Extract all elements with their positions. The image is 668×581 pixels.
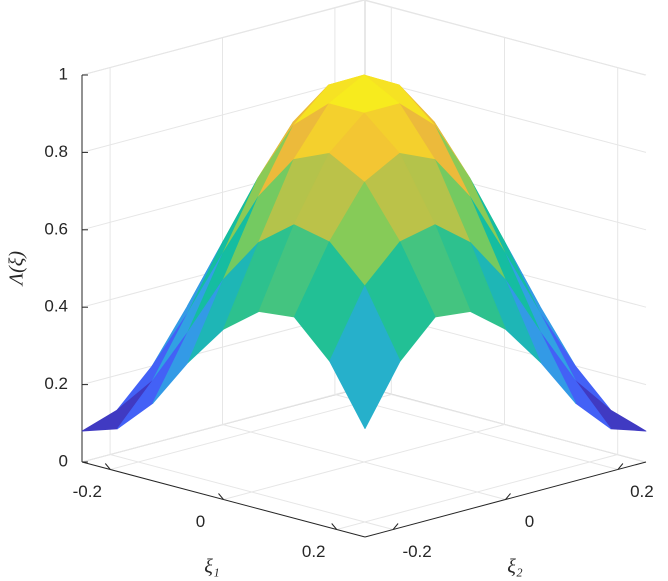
- x-axis-label: ξ₁: [204, 556, 220, 578]
- z-tick-label: 0.4: [44, 297, 68, 316]
- surface-patch: [539, 331, 612, 430]
- x-tick-label: 0: [196, 512, 205, 531]
- surface-patch: [329, 285, 401, 430]
- tick-mark: [505, 493, 511, 500]
- z-tick-label: 0.8: [44, 142, 68, 161]
- tick-mark: [218, 493, 224, 500]
- z-axis-label: Λ(ξ): [6, 251, 28, 287]
- z-tick-label: 0: [59, 451, 68, 470]
- x-tick-label: -0.2: [73, 482, 102, 501]
- surface-patch: [152, 279, 224, 404]
- surface-patch: [504, 279, 577, 404]
- surface-patch: [116, 331, 189, 430]
- z-tick-label: 1: [59, 64, 68, 83]
- z-tick-label: 0.2: [44, 374, 68, 393]
- axis-line: [364, 461, 647, 538]
- tick-mark: [617, 463, 624, 470]
- tick-mark: [331, 523, 338, 530]
- axis-line: [81, 461, 366, 538]
- grid-line: [109, 454, 394, 530]
- tick-mark: [392, 523, 399, 530]
- y-tick-label: -0.2: [402, 542, 431, 561]
- z-tick-label: 0.6: [44, 219, 68, 238]
- y-tick-label: 0: [525, 512, 534, 531]
- y-tick-label: 0.2: [630, 482, 654, 501]
- tick-mark: [104, 463, 111, 470]
- y-axis-label: ξ₂: [507, 556, 523, 578]
- grid-line: [334, 394, 619, 470]
- grid-line: [222, 424, 506, 500]
- x-tick-label: 0.2: [302, 542, 326, 561]
